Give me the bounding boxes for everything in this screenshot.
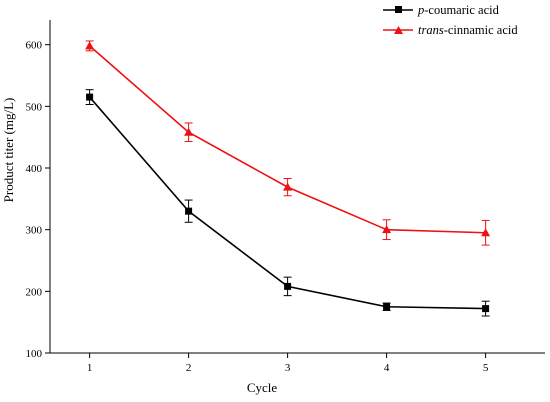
legend-item-trans-cinnamic: trans-cinnamic acid — [383, 23, 518, 37]
x-tick-label: 3 — [285, 362, 291, 374]
series-1 — [85, 40, 491, 246]
legend-label-p-prefix: p — [417, 3, 424, 17]
y-tick-label: 500 — [26, 101, 43, 113]
legend-label-trans-suffix: -cinnamic acid — [444, 23, 519, 37]
legend-label-p-coumaric: p-coumaric acid — [417, 3, 500, 17]
data-point-triangle — [85, 41, 95, 50]
y-axis-title: Product titer (mg/L) — [1, 98, 16, 203]
legend-marker-triangle — [394, 26, 403, 34]
y-tick-label: 400 — [26, 163, 43, 175]
data-point-triangle — [283, 182, 293, 191]
legend-label-p-suffix: -coumaric acid — [424, 3, 499, 17]
legend-marker-square — [395, 6, 402, 13]
x-tick-label: 5 — [483, 362, 489, 374]
x-axis-ticks: 1 2 3 4 5 — [87, 353, 489, 374]
data-point-square — [185, 207, 193, 215]
data-point-triangle — [481, 228, 491, 237]
data-point-square — [86, 93, 94, 101]
legend-item-p-coumaric: p-coumaric acid — [383, 3, 500, 17]
data-point-square — [284, 282, 292, 290]
x-axis-title: Cycle — [247, 380, 278, 395]
x-tick-label: 1 — [87, 362, 93, 374]
y-axis-ticks: 100 200 300 400 500 600 — [26, 40, 50, 360]
data-point-square — [383, 303, 391, 311]
y-tick-label: 600 — [26, 40, 43, 52]
series-layer — [85, 40, 491, 317]
x-tick-label: 2 — [186, 362, 192, 374]
data-point-triangle — [382, 225, 392, 234]
data-point-square — [482, 305, 490, 313]
y-tick-label: 100 — [26, 348, 43, 360]
x-tick-label: 4 — [384, 362, 390, 374]
series-0 — [85, 89, 490, 317]
legend-label-trans-prefix: trans — [418, 23, 444, 37]
legend-label-trans-cinnamic: trans-cinnamic acid — [418, 23, 518, 37]
y-tick-label: 300 — [26, 225, 43, 237]
data-point-triangle — [184, 127, 194, 136]
series-line — [89, 45, 486, 234]
legend: p-coumaric acid trans-cinnamic acid — [383, 3, 518, 37]
y-tick-label: 200 — [26, 286, 43, 298]
